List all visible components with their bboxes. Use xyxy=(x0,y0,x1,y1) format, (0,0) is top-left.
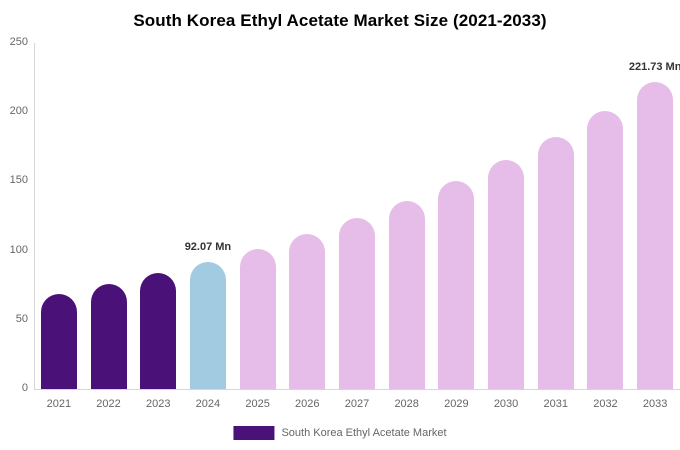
x-tick-label-2022: 2022 xyxy=(96,398,121,410)
bar-2022 xyxy=(90,284,127,389)
x-tick-label-2028: 2028 xyxy=(394,398,419,410)
legend: South Korea Ethyl Acetate Market xyxy=(233,426,447,440)
y-tick-label-200: 200 xyxy=(9,105,28,118)
x-tick-label-2023: 2023 xyxy=(145,398,171,410)
bar-2030 xyxy=(488,160,525,389)
bar-2024 xyxy=(189,261,226,389)
x-tick-label-2033: 2033 xyxy=(642,398,668,410)
x-tick-label-2032: 2032 xyxy=(593,398,618,410)
x-tick-label-2025: 2025 xyxy=(245,398,270,410)
bar-2025 xyxy=(239,248,276,389)
bar-2026 xyxy=(289,234,326,389)
x-tick-label-2026: 2026 xyxy=(295,398,320,410)
bar-2027 xyxy=(339,218,375,389)
bar-2021 xyxy=(40,293,77,389)
x-tick-label-2031: 2031 xyxy=(543,398,568,410)
y-tick-label-150: 150 xyxy=(9,174,28,187)
bar-2032 xyxy=(587,110,624,389)
legend-label: South Korea Ethyl Acetate Market xyxy=(281,427,447,439)
y-tick-label-0: 0 xyxy=(21,382,28,394)
x-tick-label-2027: 2027 xyxy=(344,398,370,410)
bar-2029 xyxy=(438,181,475,389)
y-axis-line xyxy=(34,43,35,389)
legend-swatch xyxy=(233,426,275,440)
bar-2028 xyxy=(388,200,425,389)
x-tick-label-2024: 2024 xyxy=(195,398,221,410)
y-tick-label-50: 50 xyxy=(15,312,28,325)
x-axis-line xyxy=(34,389,680,390)
y-tick-label-250: 250 xyxy=(9,36,28,48)
bar-2023 xyxy=(140,273,177,389)
y-tick-label-100: 100 xyxy=(9,243,28,256)
x-tick-label-2021: 2021 xyxy=(46,398,72,410)
x-tick-label-2030: 2030 xyxy=(493,398,519,410)
bar-2031 xyxy=(537,136,574,389)
x-tick-label-2029: 2029 xyxy=(444,398,469,410)
chart-title: South Korea Ethyl Acetate Market Size (2… xyxy=(133,11,547,30)
bar-2033 xyxy=(637,82,674,389)
bar-annotation-2033: 221.73 Mn xyxy=(628,61,680,74)
bar-annotation-2024: 92.07 Mn xyxy=(184,240,232,253)
